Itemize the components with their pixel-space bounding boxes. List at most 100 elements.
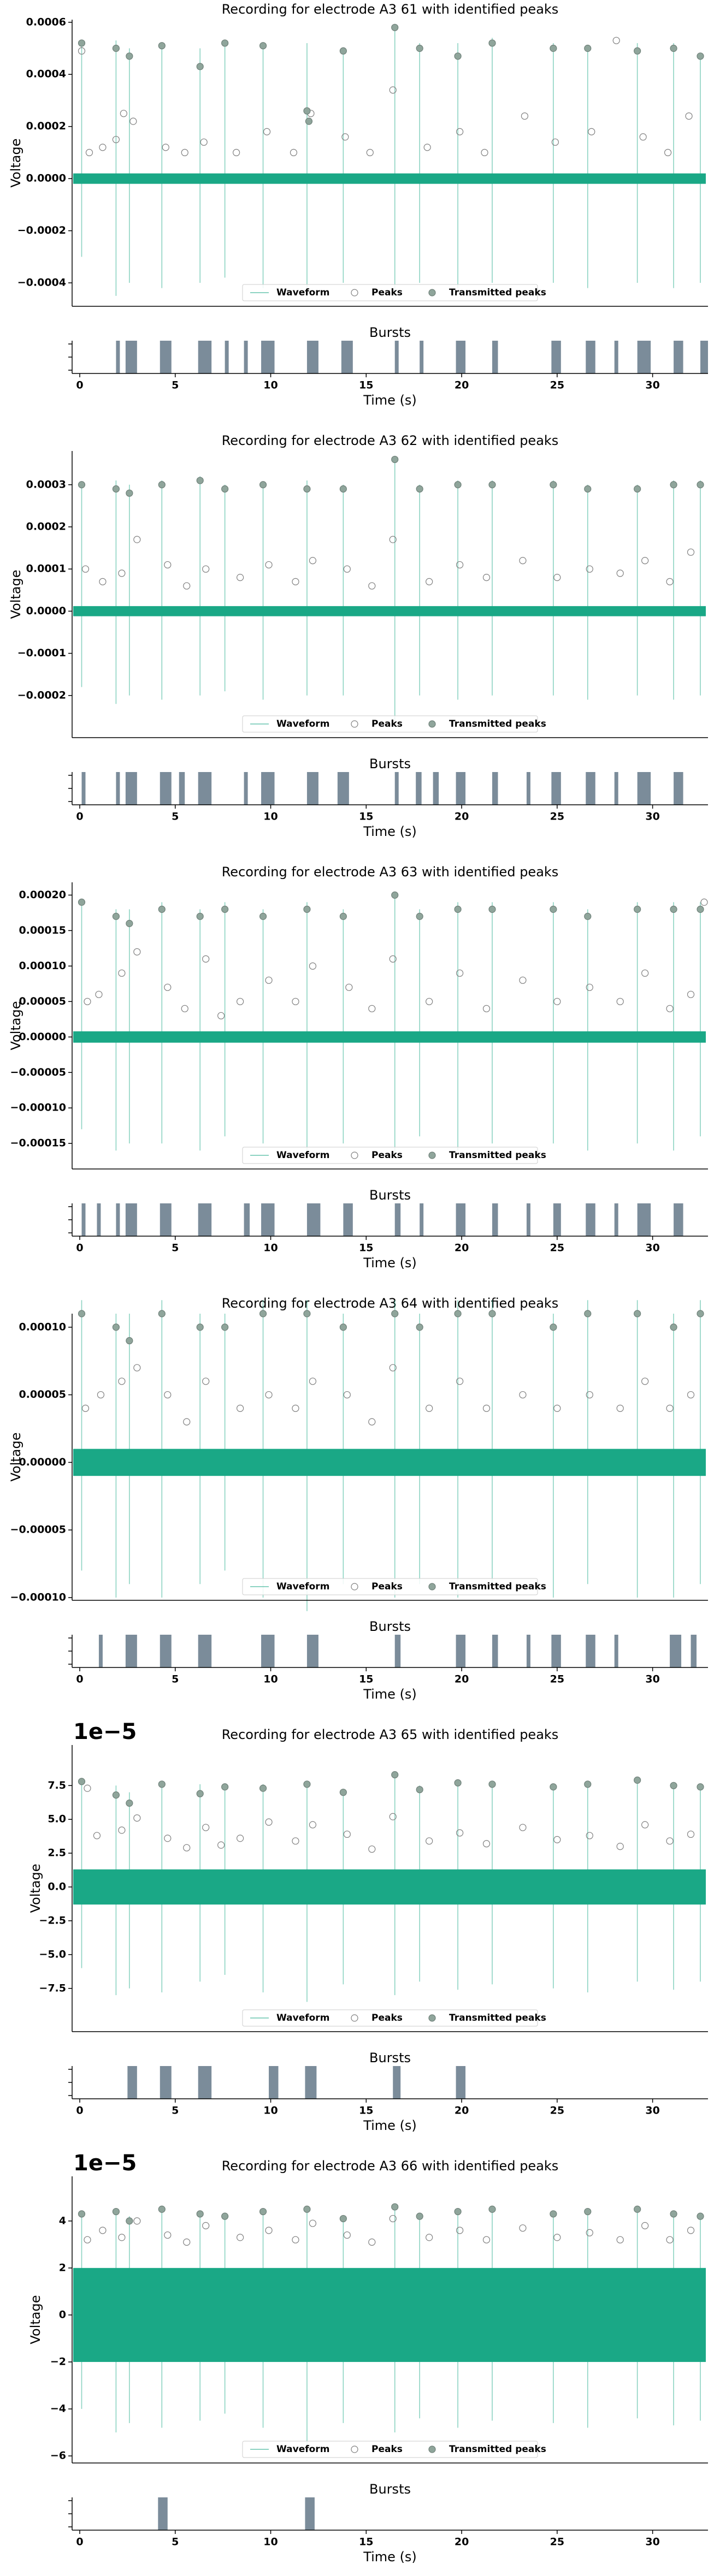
x-tick-label: 0 <box>76 2105 83 2117</box>
x-tick-label: 30 <box>645 379 659 391</box>
chart-title: Recording for electrode A3 62 with ident… <box>222 433 559 448</box>
y-tick-label: −0.0002 <box>17 689 66 701</box>
peaks <box>84 1784 695 1853</box>
y-tick-label: −5.0 <box>39 1948 66 1960</box>
transmitted-peak-marker <box>416 44 423 52</box>
transmitted-peak-marker <box>416 485 423 493</box>
y-tick-label: −0.0004 <box>17 277 66 289</box>
peak-marker <box>389 536 397 543</box>
peak-marker <box>687 1391 695 1399</box>
transmitted-peak-marker <box>221 485 229 493</box>
transmitted-peak-marker <box>670 1323 677 1331</box>
peak-marker <box>368 1005 376 1012</box>
transmitted-peak-marker <box>112 1323 120 1331</box>
burst <box>637 341 651 373</box>
chart-title: Recording for electrode A3 61 with ident… <box>222 2 559 17</box>
burst <box>492 1203 498 1236</box>
peak-marker <box>481 149 488 157</box>
peak-marker <box>368 1418 376 1426</box>
peak-marker <box>482 2236 491 2243</box>
burst <box>97 1203 101 1236</box>
peak-marker <box>553 998 561 1005</box>
transmitted-peak-marker <box>488 1310 496 1317</box>
peak-marker <box>586 565 593 573</box>
transmitted-peak-marker <box>488 481 496 489</box>
x-tick-label: 5 <box>172 2536 179 2548</box>
peak-marker <box>426 1404 433 1412</box>
peak-marker <box>553 1836 561 1843</box>
burst <box>160 2066 172 2099</box>
transmitted-peak-marker <box>126 52 133 60</box>
burst <box>614 772 618 805</box>
burst <box>614 1635 618 1667</box>
transmitted-peak-marker <box>126 1799 133 1807</box>
transmitted-peak-marker <box>634 1310 641 1317</box>
peak-marker <box>309 962 317 970</box>
transmitted-peak-marker <box>303 1780 311 1788</box>
burst <box>456 2066 466 2099</box>
x-axis-label: Time (s) <box>363 2118 417 2133</box>
transmitted-peak-marker <box>584 1310 592 1317</box>
peak-marker <box>521 112 529 120</box>
x-tick-label: 15 <box>359 1673 373 1685</box>
x-tick-label: 5 <box>172 379 179 391</box>
x-tick-label: 5 <box>172 1242 179 1254</box>
x-tick-label: 20 <box>455 1673 469 1685</box>
transmitted-peak-marker <box>196 63 204 70</box>
peak-marker <box>133 948 141 955</box>
transmitted-peak-marker <box>670 481 677 489</box>
peak-marker <box>616 1843 624 1850</box>
peak-marker <box>81 565 90 573</box>
transmitted-peak-marker <box>550 1323 557 1331</box>
y-tick-label: 2 <box>59 2262 66 2274</box>
burst <box>492 772 498 805</box>
peak-marker <box>164 2231 172 2239</box>
legend-label: Transmitted peaks <box>449 1150 546 1161</box>
transmitted-peak-marker <box>339 1323 347 1331</box>
peak-marker <box>265 1818 273 1826</box>
burst <box>269 2066 279 2099</box>
burst <box>614 341 618 373</box>
burst <box>456 1635 466 1667</box>
burst <box>125 341 137 373</box>
peak-marker <box>368 582 376 590</box>
burst <box>198 772 212 805</box>
burst <box>614 1203 618 1236</box>
peak-marker <box>426 1837 433 1845</box>
y-tick-label: −2 <box>50 2355 66 2367</box>
peak-marker <box>217 1012 225 1019</box>
peak-marker <box>237 1835 244 1842</box>
transmitted-peak-marker <box>584 485 592 493</box>
y-tick-label: −0.00005 <box>10 1524 66 1536</box>
peak-marker <box>97 1391 105 1399</box>
y-tick-label: −4 <box>50 2403 66 2415</box>
peak-marker <box>687 548 695 556</box>
peak-marker <box>456 128 464 135</box>
peak-marker <box>519 557 527 565</box>
transmitted-peak-marker <box>391 23 399 31</box>
peak-marker <box>183 582 191 590</box>
peak-marker <box>641 1378 649 1385</box>
transmitted-peak-marker <box>584 2207 592 2216</box>
transmitted-peak-marker <box>634 2205 641 2213</box>
peak-marker <box>237 574 244 581</box>
burst <box>343 1203 353 1236</box>
burst <box>416 772 422 805</box>
waveform <box>73 27 706 296</box>
transmitted-peak-marker <box>416 912 423 920</box>
y-tick-label: 2.5 <box>48 1847 66 1859</box>
peak-marker <box>183 1844 191 1851</box>
peak-marker <box>482 1404 491 1412</box>
transmitted-peak-marker <box>339 1789 347 1796</box>
x-tick-label: 20 <box>455 379 469 391</box>
transmitted-peak-marker <box>259 481 267 489</box>
legend-swatch <box>428 2446 436 2453</box>
burst <box>198 2066 212 2099</box>
transmitted-peak-marker <box>78 481 86 489</box>
transmitted-peak-marker <box>697 905 704 913</box>
transmitted-peak-marker <box>112 2207 120 2216</box>
y-tick-label: 0.00010 <box>19 960 66 972</box>
peak-marker <box>612 37 620 44</box>
y-tick-label: 0.00005 <box>19 1388 66 1400</box>
